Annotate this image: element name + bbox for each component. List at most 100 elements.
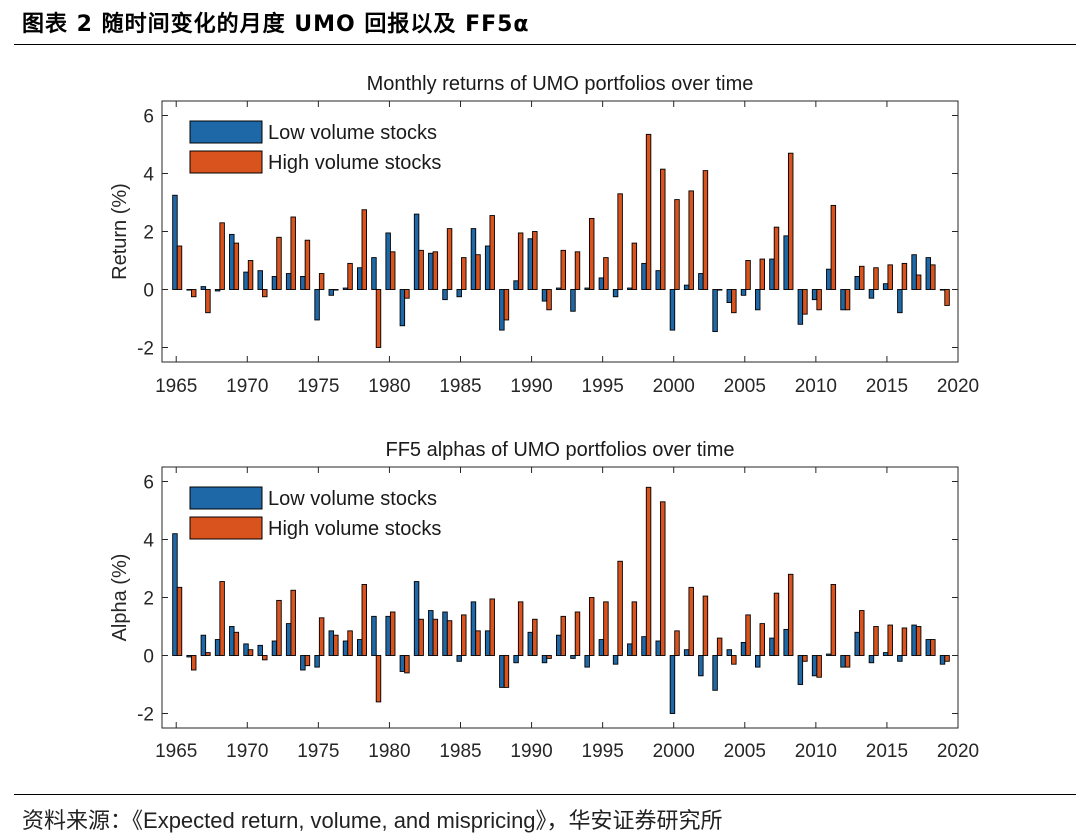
chart-2-bar-high	[347, 630, 353, 656]
chart-2-x-tick-label: 1970	[226, 741, 268, 762]
chart-2-bar-high	[887, 624, 893, 656]
chart-1-bar-low	[769, 258, 775, 290]
chart-1-y-tick-label: 6	[143, 107, 154, 128]
chart-2-bar-low	[783, 628, 789, 656]
chart-1-bar-high	[873, 267, 879, 290]
chart-1-bar-high	[176, 245, 183, 290]
chart-2-bar-high	[901, 627, 908, 656]
chart-2-bar-high	[574, 611, 581, 656]
chart-1-bar-high	[674, 199, 680, 290]
chart-2-bar-low	[840, 655, 846, 668]
chart-1-bar-high	[290, 216, 296, 290]
chart-2-bar-high	[418, 618, 424, 656]
chart-1-bar-low	[683, 284, 690, 290]
chart-1-bar-low	[357, 267, 363, 290]
chart-1-bar-low	[854, 276, 860, 290]
chart-1-bar-high	[688, 190, 694, 290]
chart-1-bar-high	[517, 232, 524, 290]
chart-1-bar-low	[556, 287, 562, 290]
chart-1-bar-high	[461, 257, 467, 290]
chart-2-bar-low	[484, 630, 491, 656]
chart-2-y-tick-label: 2	[143, 589, 154, 610]
chart-2-bar-low	[669, 655, 676, 714]
chart-1-bar-low	[413, 213, 420, 290]
chart-2-bar-high	[375, 655, 382, 703]
chart-1-bar-high	[205, 289, 211, 314]
chart-2-x-tick-label: 2020	[937, 741, 979, 762]
chart-1-x-tick-label: 1965	[155, 376, 197, 397]
chart-1-x-tick-label: 1970	[226, 376, 268, 397]
chart-1-title: Monthly returns of UMO portfolios over t…	[367, 73, 754, 95]
chart-2-bar-low	[769, 637, 775, 656]
chart-1-bar-low	[285, 273, 292, 290]
chart-1-x-tick-label: 2000	[653, 376, 695, 397]
chart-2-bar-low	[342, 640, 349, 656]
chart-2-bar-high	[873, 626, 879, 656]
source-title: 《Expected return, volume, and mispricing…	[132, 808, 547, 833]
chart-1-bar-low	[627, 287, 633, 290]
chart-2-bar-low	[755, 655, 761, 668]
chart-1-bar-high	[432, 251, 439, 290]
chart-2-bar-low	[683, 649, 690, 656]
chart-2-bar-high	[660, 501, 666, 656]
chart-1-bar-high	[404, 289, 410, 299]
chart-1-x-tick-label: 2010	[795, 376, 837, 397]
chart-2-bar-high	[631, 601, 638, 656]
chart-2-bar-low	[612, 655, 619, 665]
chart-2-bar-high	[205, 652, 211, 656]
chart-1-x-tick-label: 1985	[439, 376, 481, 397]
chart-1-bar-high	[588, 217, 595, 290]
chart-2-x-tick-label: 2010	[795, 741, 837, 762]
chart-2-x-tick-label: 2005	[724, 741, 766, 762]
chart-1-bar-low	[783, 235, 789, 290]
chart-2-bar-low	[556, 634, 562, 656]
chart-1-bar-high	[702, 170, 709, 290]
chart-2-bar-high	[276, 599, 282, 656]
chart-1-bar-high	[560, 249, 567, 290]
chart-2-bar-high	[844, 655, 851, 668]
chart-1-y-tick-label: 4	[143, 165, 154, 186]
chart-1-y-tick-label: -2	[137, 339, 154, 360]
chart-1-bar-high	[361, 209, 368, 290]
chart-2-bar-high	[731, 655, 737, 665]
chart-2-bar-low	[911, 624, 917, 656]
chart-1-bar-low	[456, 289, 462, 298]
chart-2-bar-high	[759, 623, 766, 656]
chart-2-bar-high	[688, 586, 694, 656]
chart-1-bar-low	[911, 254, 917, 290]
chart-1-bar-high	[233, 242, 240, 290]
chart-2-bar-high	[546, 655, 552, 659]
chart-2-legend-swatch-high	[189, 516, 263, 540]
chart-1-bar-low	[826, 268, 832, 290]
chart-1-bar-high	[318, 273, 325, 290]
chart-1-bar-low	[882, 283, 889, 290]
chart-1-x-tick-label: 2020	[937, 376, 979, 397]
chart-1-bar-high	[389, 251, 396, 290]
chart-2-bar-low	[357, 639, 363, 656]
chart-1-bar-low	[257, 270, 263, 290]
chart-2-bar-high	[404, 655, 410, 674]
chart-2-bar-low	[442, 611, 448, 656]
top-rule	[14, 44, 1076, 45]
chart-1-x-tick-label: 1995	[582, 376, 624, 397]
chart-2-bar-high	[446, 620, 453, 656]
chart-2-bar-high	[489, 598, 495, 656]
chart-1-x-tick-label: 2005	[724, 376, 766, 397]
chart-2-bar-low	[925, 639, 932, 656]
chart-2-bar-high	[176, 586, 183, 656]
chart-2-bar-low	[470, 601, 477, 656]
chart-2-bar-low	[285, 623, 292, 656]
chart-1-bar-high	[660, 168, 666, 290]
chart-2-bar-high	[773, 592, 780, 656]
chart-2-bar-low	[499, 655, 505, 688]
chart-2-bar-high	[830, 584, 837, 656]
chart-1-bar-low	[712, 289, 718, 332]
chart-2-bar-low	[712, 655, 718, 691]
chart-2-bar-high	[503, 655, 510, 688]
chart-2-x-tick-label: 2000	[653, 741, 695, 762]
chart-2-bar-high	[859, 610, 865, 656]
chart-1-y-tick-label: 2	[143, 223, 154, 244]
source-note: 资料来源：《Expected return, volume, and mispr…	[22, 803, 723, 835]
chart-2-bar-low	[811, 655, 818, 677]
